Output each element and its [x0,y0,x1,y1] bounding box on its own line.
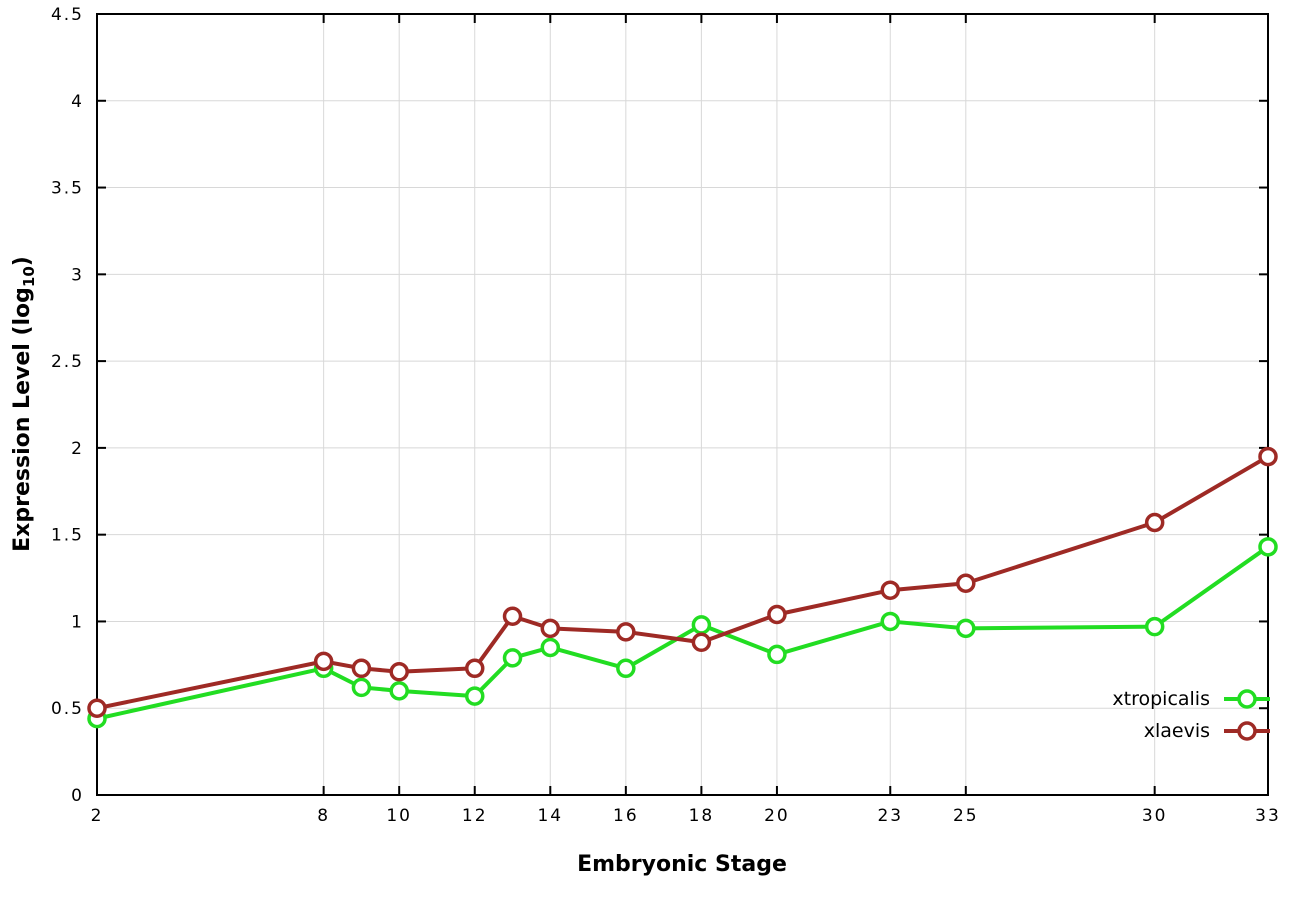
legend-marker-xlaevis [1224,721,1270,741]
legend-label-xlaevis: xlaevis [1143,720,1210,742]
data-point-xtropicalis [616,658,636,679]
plot-border [96,13,1269,796]
x-tick-label: 14 [537,806,563,826]
data-point-xtropicalis [767,644,787,665]
legend-sample-marker [1237,721,1257,741]
y-tick-label: 3.5 [51,179,84,199]
data-point-xtropicalis [502,648,523,668]
x-tick-label: 2 [91,806,104,826]
x-axis-label: Embryonic Stage [577,852,787,877]
series-line-xtropicalis [95,544,1270,721]
legend-label-xtropicalis: xtropicalis [1112,688,1210,710]
data-point-xtropicalis [691,615,712,635]
data-point-xtropicalis [880,611,901,632]
legend-entry-xlaevis: xlaevis [1144,720,1272,742]
y-axis-label-suffix: ) [9,256,35,267]
data-point-xtropicalis [464,686,485,706]
y-tick-label: 1.5 [51,526,84,546]
x-tick-label: 12 [462,806,488,826]
data-point-xtropicalis [540,637,561,658]
data-point-xlaevis [767,604,787,625]
y-tick-label: 2.5 [51,352,84,372]
series-line-xlaevis [95,454,1270,711]
x-tick-label: 33 [1255,806,1281,826]
y-tick-label: 4 [71,92,84,112]
data-point-xtropicalis [1144,616,1165,637]
data-point-xlaevis [502,606,523,626]
y-tick-label: 4.5 [51,5,84,25]
data-point-xtropicalis [389,681,409,701]
x-tick-label: 10 [386,806,412,826]
y-axis-label: Expression Level (log10) [10,256,38,552]
x-tick-label: 16 [613,806,639,826]
data-point-xlaevis [87,698,107,718]
x-tick-label: 18 [689,806,715,826]
y-axis-label-subscript: 10 [20,266,39,288]
data-point-xlaevis [956,573,976,594]
y-axis-label-prefix: Expression Level (log [9,287,35,552]
data-point-xlaevis [1144,512,1165,533]
data-point-xlaevis [389,662,409,682]
data-point-xlaevis [540,618,561,639]
legend-entry-xtropicalis: xtropicalis [1112,688,1272,710]
x-tick-label: 25 [953,806,979,826]
y-tick-label: 2 [71,439,84,459]
data-point-xlaevis [880,580,901,600]
legend: xtropicalis xlaevis [1112,688,1272,742]
data-point-xlaevis [313,651,334,672]
data-point-xlaevis [351,658,372,679]
legend-sample-marker [1237,689,1257,709]
data-point-xtropicalis [1258,537,1278,557]
x-tick-label: 23 [877,806,903,826]
x-tick-label: 20 [764,806,790,826]
data-point-xlaevis [616,622,636,642]
data-point-xlaevis [691,632,712,653]
y-tick-label: 1 [71,612,84,632]
y-tick-label: 0.5 [51,699,84,719]
data-point-xlaevis [464,658,485,679]
y-tick-label: 3 [71,265,84,285]
data-point-xtropicalis [351,677,372,698]
y-tick-label: 0 [71,786,84,806]
x-tick-label: 30 [1142,806,1168,826]
data-point-xlaevis [1258,446,1278,467]
x-tick-label: 8 [317,806,330,826]
legend-marker-xtropicalis [1224,689,1270,709]
data-point-xtropicalis [956,618,976,639]
